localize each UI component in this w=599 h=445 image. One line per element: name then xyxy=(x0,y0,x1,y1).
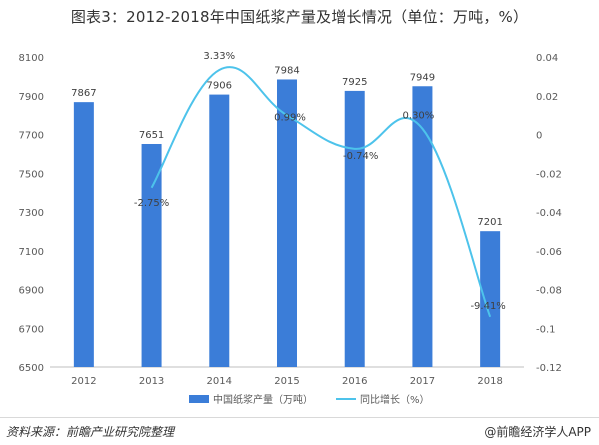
y-left-tick-label: 6500 xyxy=(19,363,44,374)
bar-value-label: 7949 xyxy=(410,72,435,83)
legend-label-line: 同比增长（%） xyxy=(360,393,430,406)
bar xyxy=(480,231,501,367)
x-tick-label: 2017 xyxy=(410,376,435,387)
footer-divider xyxy=(0,417,599,418)
bar-value-label: 7984 xyxy=(274,65,299,76)
y-left-tick-label: 7700 xyxy=(19,131,44,142)
y-right-tick-label: -0.12 xyxy=(536,363,562,374)
legend-swatch-bar xyxy=(189,395,209,403)
x-tick-label: 2012 xyxy=(71,376,96,387)
y-left-tick-label: 7900 xyxy=(19,92,44,103)
y-left-tick-label: 6900 xyxy=(19,286,44,297)
y-left-tick-label: 7100 xyxy=(19,247,44,258)
bar xyxy=(73,102,94,368)
y-right-tick-label: -0.02 xyxy=(536,169,562,180)
bar-value-label: 7925 xyxy=(342,77,367,88)
x-tick-label: 2013 xyxy=(139,376,164,387)
growth-line xyxy=(150,66,492,318)
y-right-tick-label: -0.06 xyxy=(536,247,562,258)
x-tick-label: 2014 xyxy=(207,376,232,387)
growth-value-label: -2.75% xyxy=(134,198,169,209)
bar xyxy=(209,94,230,368)
bar xyxy=(277,79,297,367)
y-right-tick-label: 0.04 xyxy=(536,53,558,64)
y-right-tick-label: -0.04 xyxy=(536,208,562,219)
growth-value-label: 0.30% xyxy=(403,111,435,122)
growth-value-label: 3.33% xyxy=(203,51,235,62)
bar-value-label: 7906 xyxy=(207,81,232,92)
x-tick-label: 2015 xyxy=(274,376,299,387)
y-right-tick-label: 0 xyxy=(536,131,542,142)
bar xyxy=(344,90,365,367)
y-left-tick-label: 7500 xyxy=(19,169,44,180)
bar xyxy=(141,143,162,367)
x-tick-label: 2018 xyxy=(477,376,502,387)
x-tick-label: 2016 xyxy=(342,376,367,387)
bar-value-label: 7867 xyxy=(71,88,96,99)
growth-value-label: 0.99% xyxy=(274,112,306,123)
y-right-tick-label: -0.08 xyxy=(536,286,562,297)
bar-value-label: 7201 xyxy=(477,217,502,228)
legend-label-bar: 中国纸浆产量（万吨） xyxy=(213,393,313,406)
y-left-tick-label: 8100 xyxy=(19,53,44,64)
y-left-tick-label: 7300 xyxy=(19,208,44,219)
bar xyxy=(412,86,433,367)
source-note: 资料来源：前瞻产业研究院整理 xyxy=(6,425,175,439)
brand-credit: @前瞻经济学人APP xyxy=(484,425,591,439)
y-right-tick-label: 0.02 xyxy=(536,92,558,103)
growth-value-label: -9.41% xyxy=(470,301,505,312)
chart-title: 图表3：2012-2018年中国纸浆产量及增长情况（单位：万吨，%） xyxy=(70,8,529,26)
y-right-tick-label: -0.1 xyxy=(536,324,556,335)
growth-value-label: -0.74% xyxy=(343,151,378,162)
y-left-tick-label: 6700 xyxy=(19,324,44,335)
bar-value-label: 7651 xyxy=(139,130,164,141)
